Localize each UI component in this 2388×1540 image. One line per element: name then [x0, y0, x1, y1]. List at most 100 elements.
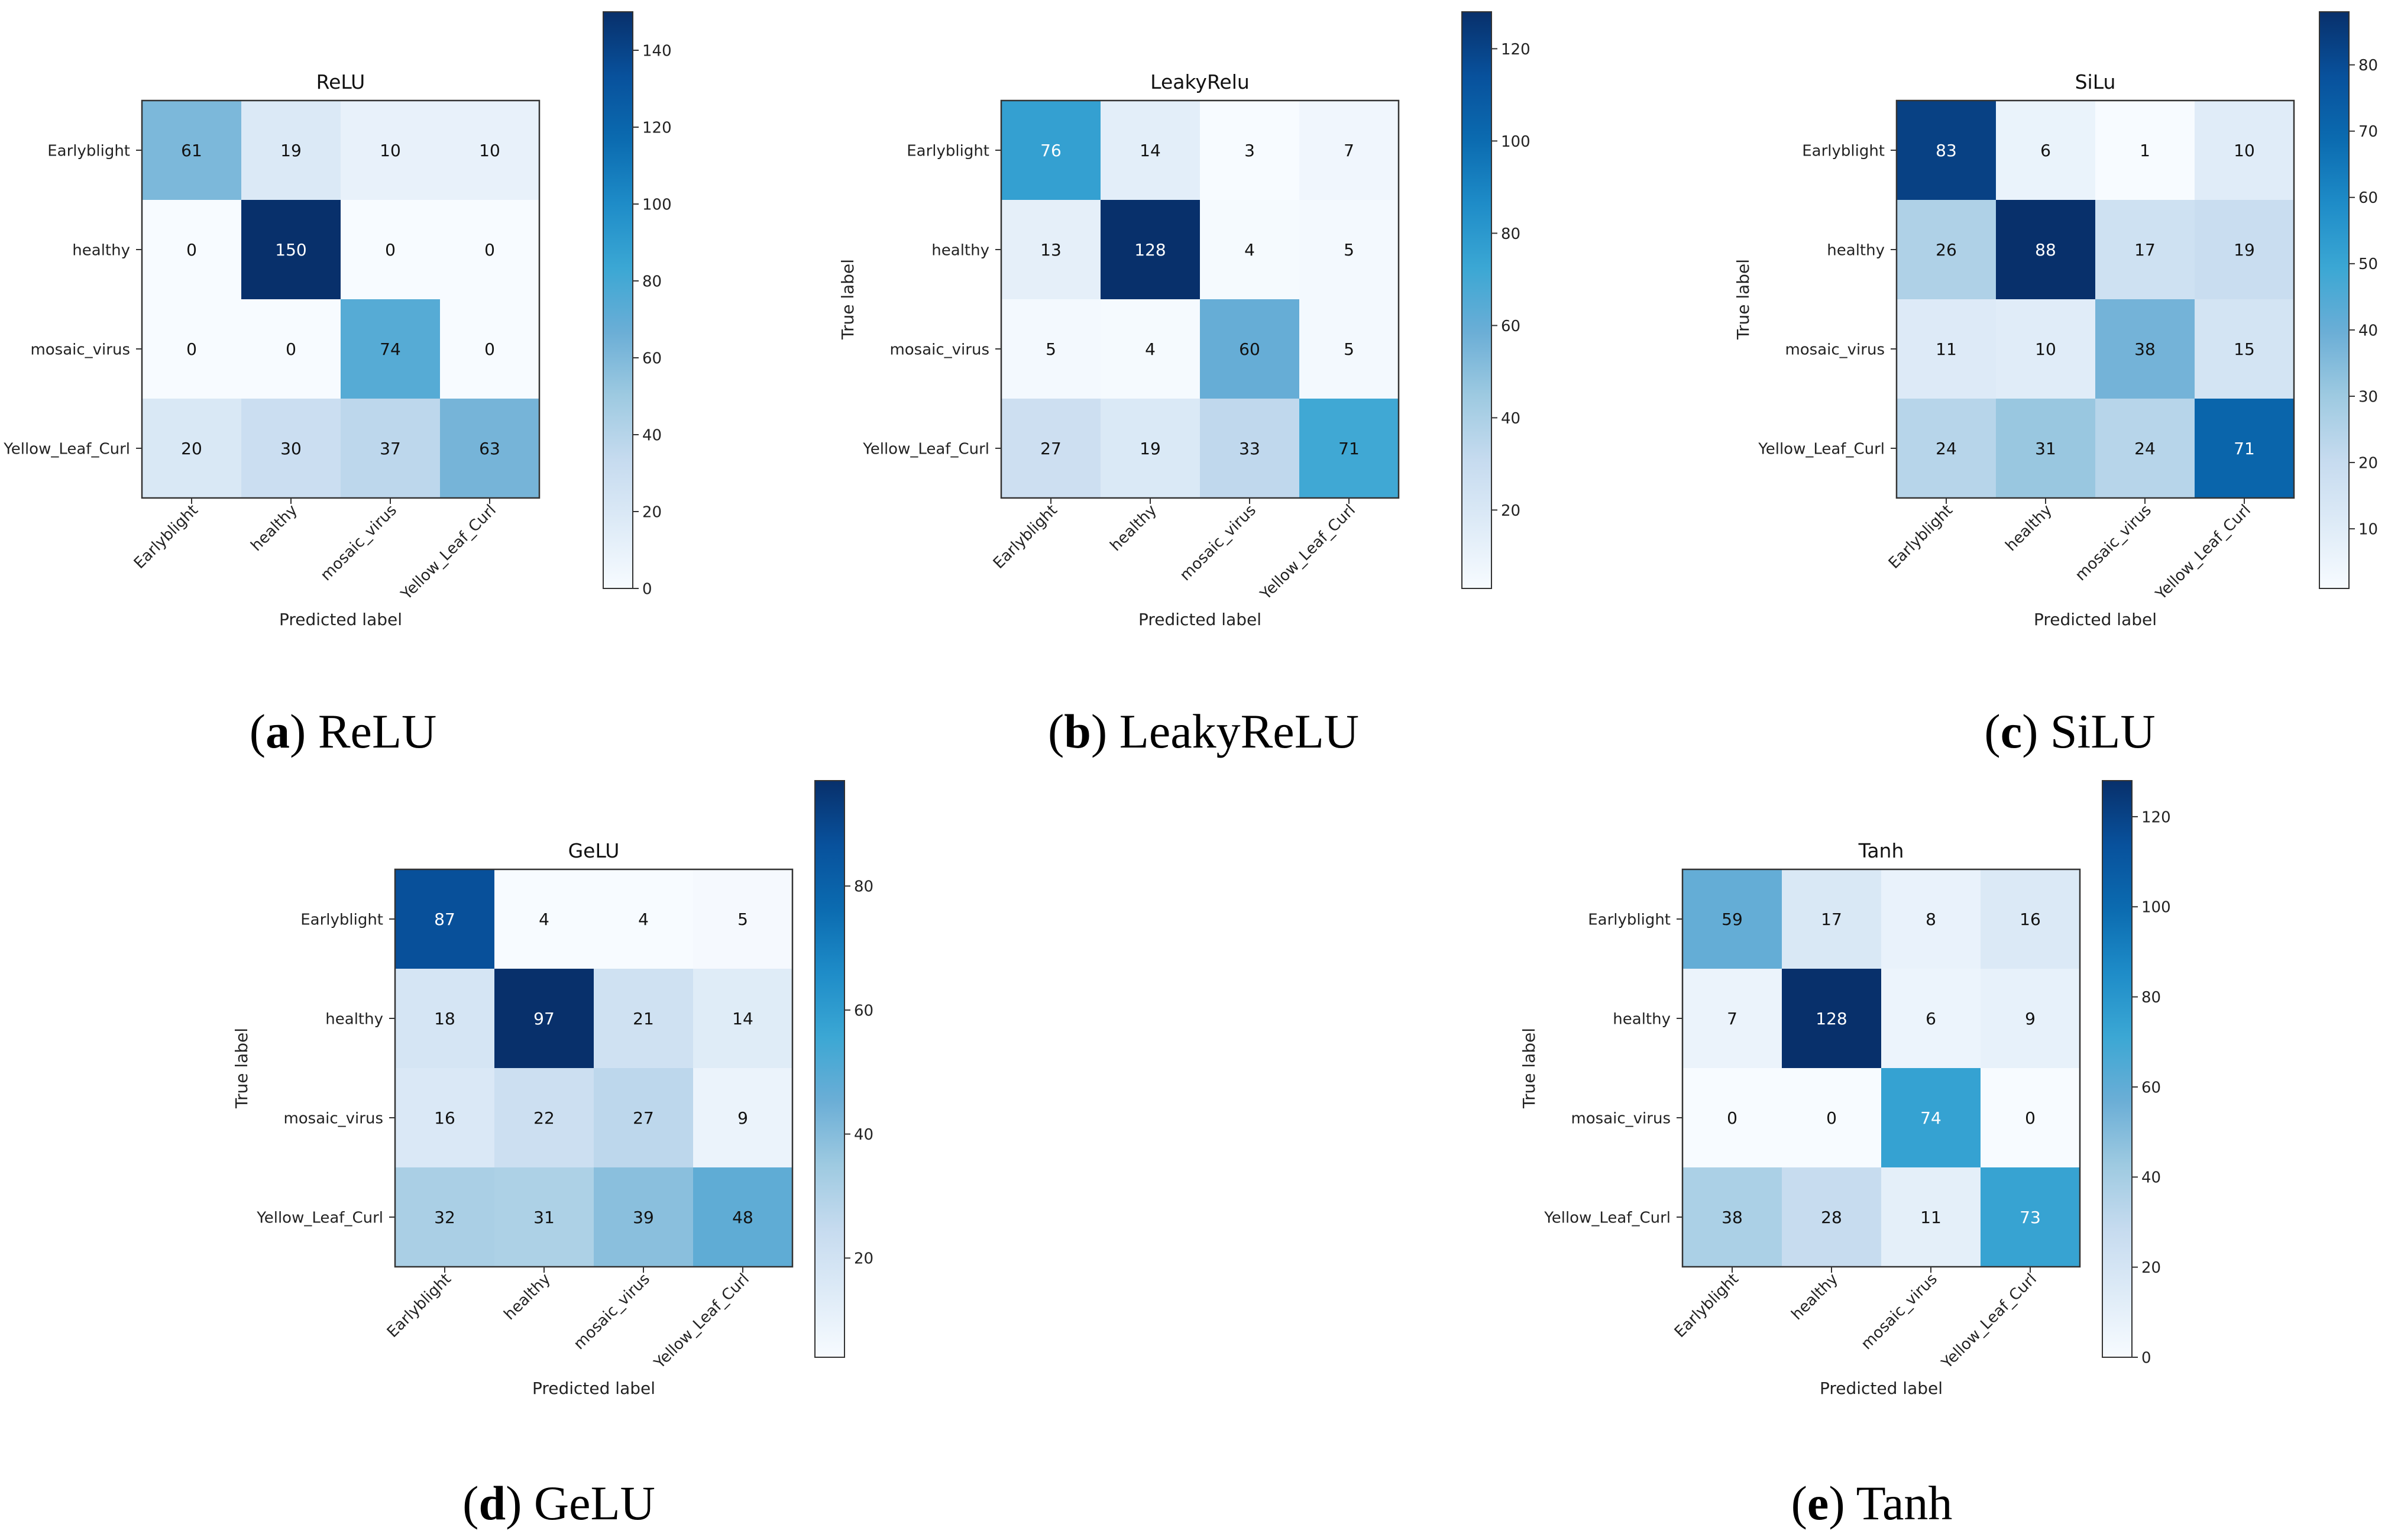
- x-tick-label: mosaic_virus: [318, 502, 400, 584]
- cell-value: 32: [434, 1208, 455, 1227]
- matrix-cell: [1782, 1167, 1881, 1267]
- x-axis-label: Predicted label: [2034, 610, 2157, 629]
- caption-c: (c) SiLU: [1984, 704, 2156, 758]
- matrix-cell: [440, 399, 539, 498]
- cell-value: 88: [2035, 240, 2056, 260]
- cell-value: 128: [1134, 240, 1166, 260]
- matrix-cell: [2095, 399, 2195, 498]
- matrix-cell: [1881, 969, 1981, 1068]
- cell-value: 0: [186, 339, 197, 359]
- cell-value: 19: [2234, 240, 2255, 260]
- cell-value: 71: [1338, 439, 1360, 458]
- cell-value: 31: [2035, 439, 2056, 458]
- y-tick-label: Yellow_Leaf_Curl: [3, 440, 130, 458]
- colorbar-tick-label: 60: [2141, 1079, 2161, 1096]
- matrix-cell: [395, 869, 494, 969]
- x-tick-label: mosaic_virus: [2072, 502, 2155, 584]
- cell-value: 39: [633, 1208, 654, 1227]
- y-tick-label: mosaic_virus: [889, 341, 989, 358]
- cell-value: 0: [484, 240, 495, 260]
- matrix-cell: [341, 299, 440, 399]
- matrix-cell: [395, 1068, 494, 1167]
- matrix-cell: [2095, 101, 2195, 200]
- y-tick-label: healthy: [1613, 1010, 1671, 1028]
- matrix-cell: [1001, 101, 1101, 200]
- colorbar-tick-label: 80: [2358, 57, 2378, 75]
- x-axis-label: Predicted label: [1820, 1379, 1943, 1398]
- matrix-cell: [395, 1167, 494, 1267]
- colorbar-tick-label: 60: [854, 1002, 873, 1020]
- matrix-cell: [1897, 399, 1996, 498]
- colorbar-tick-label: 40: [642, 426, 662, 444]
- x-tick-label: Earlyblight: [384, 1270, 455, 1341]
- colorbar-tick-label: 40: [1501, 410, 1520, 428]
- x-tick-label: Earlyblight: [1671, 1270, 1742, 1341]
- y-tick-label: healthy: [325, 1010, 383, 1028]
- cell-value: 0: [484, 339, 495, 359]
- matrix-cell: [1981, 1167, 2080, 1267]
- cell-value: 76: [1040, 141, 1062, 160]
- matrix-cell: [594, 1167, 693, 1267]
- y-tick-label: healthy: [72, 241, 130, 259]
- x-tick-label: Yellow_Leaf_Curl: [397, 502, 500, 604]
- matrix-cell: [1782, 869, 1881, 969]
- matrix-cell: [241, 101, 341, 200]
- matrix-cell: [1101, 299, 1200, 399]
- colorbar-tick-label: 40: [2141, 1169, 2161, 1187]
- x-tick-label: mosaic_virus: [1858, 1270, 1941, 1353]
- matrix-cell: [1881, 1068, 1981, 1167]
- colorbar-gradient: [814, 780, 845, 1358]
- matrix-cell: [1996, 299, 2095, 399]
- matrix-cell: [693, 869, 792, 969]
- x-tick-label: Earlyblight: [131, 502, 202, 572]
- x-tick-label: healthy: [1788, 1270, 1842, 1324]
- chart-title: GeLU: [568, 839, 620, 862]
- cell-value: 0: [1727, 1108, 1737, 1128]
- x-tick-label: Yellow_Leaf_Curl: [1257, 502, 1359, 604]
- cell-value: 18: [434, 1009, 455, 1028]
- matrix-frame: [1000, 99, 1400, 499]
- matrix-cell: [1782, 969, 1881, 1068]
- y-tick-label: mosaic_virus: [1571, 1109, 1671, 1127]
- x-tick-label: Yellow_Leaf_Curl: [2152, 502, 2254, 604]
- matrix-cell: [494, 1068, 594, 1167]
- cell-value: 24: [1936, 439, 1957, 458]
- matrix-cell: [1299, 399, 1399, 498]
- y-tick-label: Earlyblight: [47, 142, 130, 160]
- caption-a: (a) ReLU: [249, 704, 437, 758]
- cell-value: 150: [275, 240, 306, 260]
- matrix-cell: [1897, 200, 1996, 299]
- colorbar-tick-label: 40: [854, 1126, 873, 1144]
- matrix-frame: [1895, 99, 2295, 499]
- x-tick-label: Earlyblight: [990, 502, 1061, 572]
- colorbar-tick-label: 70: [2358, 123, 2378, 141]
- cell-value: 6: [2040, 141, 2051, 160]
- cell-value: 24: [2134, 439, 2156, 458]
- colorbar-gradient: [603, 11, 633, 589]
- x-tick-label: healthy: [2002, 502, 2056, 555]
- matrix-cell: [2095, 299, 2195, 399]
- cell-value: 8: [1926, 910, 1936, 929]
- matrix-cell: [693, 1068, 792, 1167]
- chart-title: ReLU: [316, 70, 365, 93]
- matrix-cell: [1996, 399, 2095, 498]
- matrix-cell: [2095, 200, 2195, 299]
- colorbar-tick-label: 140: [642, 42, 672, 60]
- cell-value: 11: [1936, 339, 1957, 359]
- colorbar-tick-label: 100: [1501, 133, 1530, 151]
- matrix-cell: [1996, 101, 2095, 200]
- cell-value: 7: [1344, 141, 1354, 160]
- y-tick-label: Earlyblight: [907, 142, 989, 160]
- colorbar-tick-label: 60: [2358, 189, 2378, 207]
- cell-value: 27: [633, 1108, 654, 1128]
- colorbar-tick-label: 40: [2358, 322, 2378, 339]
- matrix-cell: [2195, 399, 2294, 498]
- colorbar-tick-label: 100: [2141, 899, 2171, 917]
- colorbar-tick-label: 100: [642, 196, 672, 213]
- matrix-cell: [1881, 1167, 1981, 1267]
- cell-value: 15: [2234, 339, 2255, 359]
- matrix-cell: [440, 299, 539, 399]
- matrix-cell: [1881, 869, 1981, 969]
- confusion-matrix-relu: 61 19 10 100 150 0 00 0 74 020 30 37 63ReLUEarlyblig…: [3, 11, 672, 629]
- cell-value: 27: [1040, 439, 1062, 458]
